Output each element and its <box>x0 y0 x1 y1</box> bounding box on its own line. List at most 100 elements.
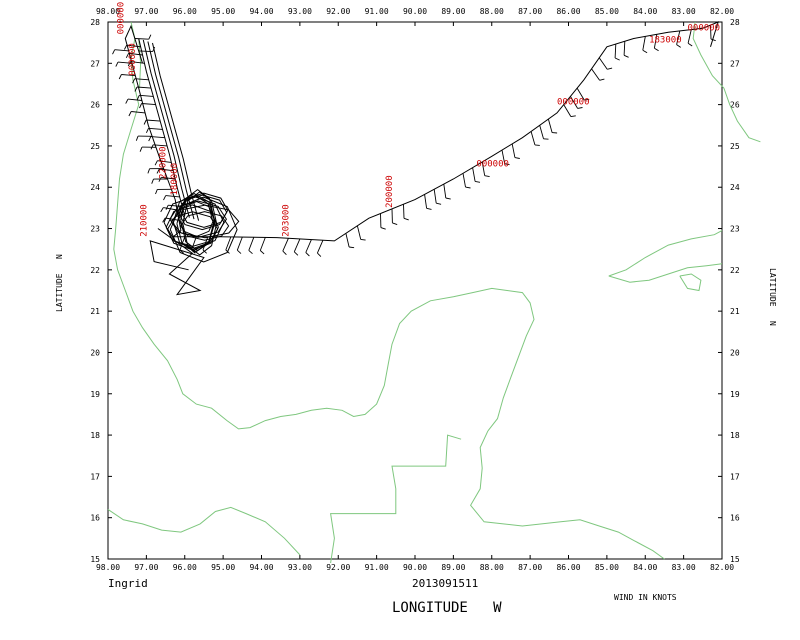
time-label: 000000 <box>128 43 138 76</box>
wind-barb-flag <box>426 207 432 210</box>
wind-barb-flag <box>584 98 590 101</box>
wind-barb <box>153 144 168 147</box>
x-tick-label-bottom: 95.00 <box>211 563 235 572</box>
wind-barb-flag <box>282 250 287 256</box>
coastline <box>107 506 301 556</box>
wind-barb-flag <box>115 61 119 67</box>
wind-barb <box>248 237 255 251</box>
wind-barb-flag <box>136 95 140 100</box>
wind-barb-flag <box>642 49 648 54</box>
wind-barb <box>165 217 180 221</box>
time-label: 200000 <box>385 175 395 208</box>
wind-barb <box>148 127 163 130</box>
x-tick-label-bottom: 86.00 <box>556 563 580 572</box>
datetime-label: 2013091511 <box>412 577 478 590</box>
wind-barb-flag <box>155 189 158 195</box>
coastline <box>608 230 723 277</box>
y-tick-label-left: 26 <box>90 101 100 110</box>
wind-barb-flag <box>614 57 620 61</box>
wind-barb <box>161 176 176 180</box>
wind-barb-flag <box>162 217 166 223</box>
wind-barb-flag <box>134 86 138 92</box>
wind-barb-flag <box>191 249 196 254</box>
y-tick-label-right: 18 <box>730 431 740 440</box>
wind-barb-flag <box>156 168 160 174</box>
wind-barb-flag <box>259 250 265 255</box>
x-tick-label-top: 89.00 <box>441 7 465 16</box>
wind-barb-flag <box>317 252 322 257</box>
track-loop <box>176 194 215 253</box>
wind-barb <box>570 96 578 109</box>
y-tick-label-right: 27 <box>730 59 740 68</box>
y-tick-label-right: 19 <box>730 390 740 399</box>
wind-barb-flag <box>118 74 122 80</box>
x-tick-label-top: 83.00 <box>672 7 696 16</box>
wind-barb <box>305 239 312 253</box>
wind-barb <box>225 236 232 251</box>
track-south <box>149 228 205 296</box>
x-tick-label-top: 95.00 <box>211 7 235 16</box>
y-tick-label-right: 21 <box>730 307 740 316</box>
wind-barb-flag <box>710 38 716 42</box>
wind-barb <box>598 57 608 70</box>
y-tick-label-left: 28 <box>90 18 100 27</box>
wind-barb-flag <box>654 47 659 52</box>
y-tick-label-left: 16 <box>90 514 100 523</box>
y-tick-label-right: 15 <box>730 555 740 564</box>
x-axis-title: LONGITUDE W <box>392 600 502 616</box>
wind-barb <box>653 34 658 49</box>
wind-barb <box>539 125 544 139</box>
y-tick-label-right: 22 <box>730 266 740 275</box>
wind-barb <box>293 238 301 252</box>
wind-barb-flag <box>150 144 154 150</box>
wind-barb-flag <box>139 103 143 109</box>
x-tick-label-bottom: 89.00 <box>441 563 465 572</box>
wind-barb <box>433 189 437 204</box>
time-label: 000000 <box>688 23 721 33</box>
y-tick-label-right: 23 <box>730 225 740 234</box>
wind-barb <box>259 237 266 251</box>
wind-barb-flag <box>160 207 164 213</box>
wind-barb <box>443 184 447 199</box>
y-tick-label-left: 21 <box>90 307 100 316</box>
wind-barb-flag <box>225 249 230 254</box>
wind-barb-flag <box>570 115 576 118</box>
wind-barb <box>126 44 141 48</box>
time-label: 000000 <box>476 160 509 170</box>
wind-barb-flag <box>436 202 442 205</box>
wind-barb-flag <box>152 46 156 52</box>
time-label: 000000 <box>116 2 126 35</box>
wind-barb-flag <box>151 178 154 184</box>
wind-barb <box>563 104 572 117</box>
wind-barb <box>614 43 617 59</box>
time-label: 180000 <box>170 163 180 196</box>
x-tick-label-top: 88.00 <box>480 7 504 16</box>
wind-barb <box>131 111 146 114</box>
wind-barb-flag <box>599 78 605 81</box>
wind-barb <box>141 103 156 106</box>
coastline <box>692 21 761 143</box>
wind-barb <box>165 195 180 198</box>
wind-barb-flag <box>148 34 152 40</box>
wind-barb-flag <box>236 249 242 254</box>
coastline <box>608 263 723 283</box>
coastline <box>679 273 702 292</box>
wind-barb-flag <box>127 61 131 67</box>
x-tick-label-bottom: 98.00 <box>96 563 120 572</box>
y-axis-title-right: LATITUDE N <box>768 268 777 326</box>
x-tick-label-top: 94.00 <box>249 7 273 16</box>
wind-barb <box>130 61 145 64</box>
wind-barb <box>676 30 681 45</box>
wind-barb-flag <box>125 53 130 59</box>
y-tick-label-right: 20 <box>730 348 740 357</box>
wind-barb-flag <box>202 249 207 254</box>
wind-barb-flag <box>360 238 366 241</box>
wind-barb-flag <box>534 144 540 146</box>
wind-barb <box>481 161 486 176</box>
wind-barb <box>316 240 324 254</box>
x-tick-label-bottom: 96.00 <box>173 563 197 572</box>
wind-barb-flag <box>128 111 132 117</box>
wind-barb-flag <box>145 128 149 133</box>
